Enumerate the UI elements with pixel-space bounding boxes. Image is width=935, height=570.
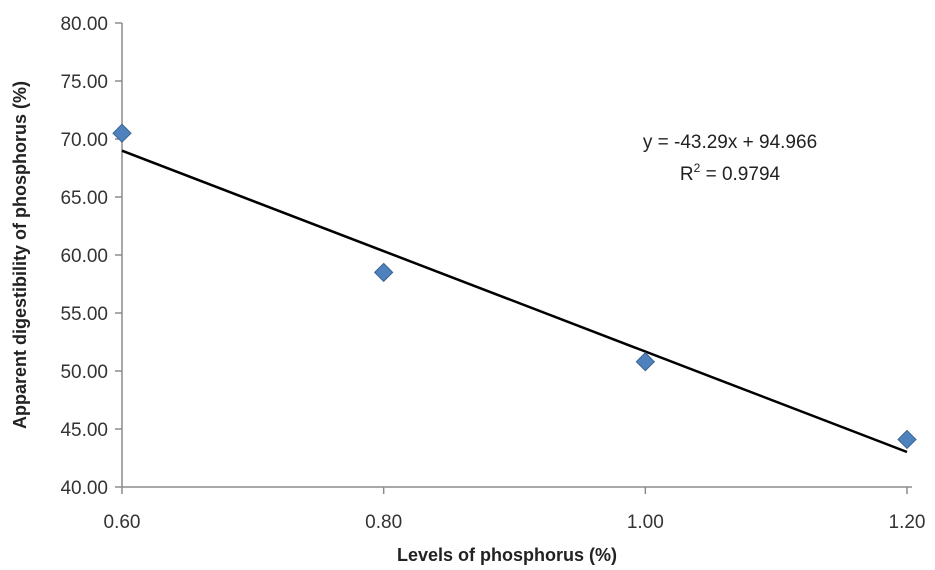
data-points (112, 123, 917, 450)
data-point (112, 123, 132, 143)
trendline-layer (121, 149, 908, 454)
y-tick-label: 50.00 (60, 362, 108, 383)
data-point (897, 429, 917, 450)
r-squared-prefix: R (680, 164, 694, 185)
y-tick-label: 60.00 (60, 246, 108, 267)
y-tick-label: 65.00 (60, 188, 108, 209)
r-squared-superscript: 2 (694, 161, 701, 175)
y-axis-title: Apparent digestibility of phosphorus (%) (10, 81, 30, 429)
r-squared-value: = 0.9794 (700, 164, 780, 185)
y-tick-label: 55.00 (60, 304, 108, 325)
x-tick-label: 1.20 (889, 512, 926, 533)
equation-label: y = -43.29x + 94.966 (643, 132, 817, 153)
x-ticks: 0.60 0.80 1.00 1.20 (104, 487, 926, 533)
data-point (635, 352, 656, 372)
y-tick-label: 80.00 (60, 14, 108, 35)
y-tick-label: 40.00 (60, 478, 108, 499)
data-point (373, 262, 394, 283)
y-tick-label: 45.00 (60, 420, 108, 441)
axes (121, 23, 912, 488)
trendline (121, 149, 908, 454)
x-tick-label: 0.60 (104, 512, 141, 533)
x-tick-label: 0.80 (365, 512, 402, 533)
y-tick-label: 70.00 (60, 130, 108, 151)
x-tick-label: 1.00 (627, 512, 664, 533)
r-squared-label: R2 = 0.9794 (680, 161, 781, 185)
y-ticks: 40.00 45.00 50.00 55.00 60.00 65.00 70.00 75.00… (60, 14, 122, 499)
y-tick-label: 75.00 (60, 72, 108, 93)
x-axis-title: Levels of phosphorus (%) (397, 545, 617, 565)
